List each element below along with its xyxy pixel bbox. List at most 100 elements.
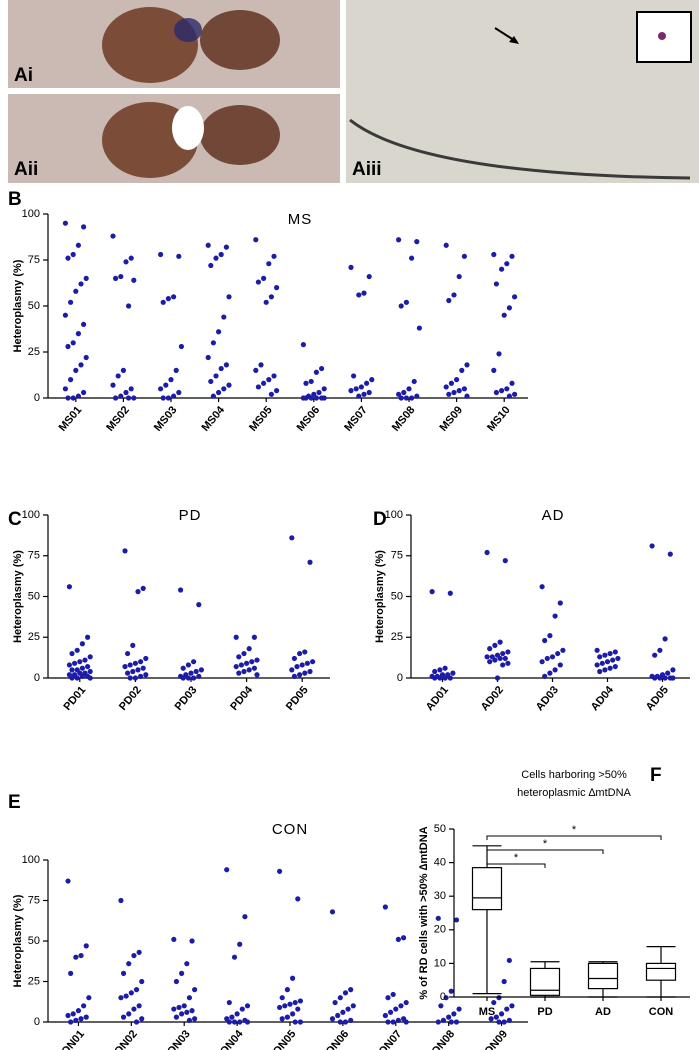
data-point: [196, 602, 202, 608]
data-point: [406, 386, 412, 392]
data-point: [401, 389, 407, 396]
data-point: [74, 647, 80, 653]
data-point: [165, 296, 171, 302]
data-point: [321, 395, 327, 401]
data-point: [65, 878, 71, 884]
panel-a-images: Ai Aii Aiii: [8, 0, 699, 183]
data-point: [192, 1016, 198, 1022]
data-point: [83, 354, 89, 361]
data-point: [492, 642, 498, 649]
data-point: [277, 868, 283, 874]
data-point: [268, 391, 274, 397]
data-point: [438, 1003, 444, 1009]
data-point: [387, 1009, 394, 1015]
x-tick-label: CON09: [477, 1028, 510, 1050]
data-point: [390, 991, 396, 998]
data-point: [505, 660, 511, 666]
data-point: [205, 242, 211, 248]
data-point: [179, 970, 185, 977]
chart-title: heteroplasmic ∆mtDNA: [517, 787, 631, 799]
data-point: [500, 650, 506, 657]
data-point: [557, 600, 563, 606]
data-point: [226, 294, 232, 300]
data-point: [253, 237, 259, 243]
y-tick-label: 25: [28, 975, 40, 987]
data-point: [208, 262, 214, 269]
data-point: [176, 1004, 182, 1011]
data-point: [502, 655, 508, 662]
data-point: [277, 1004, 283, 1011]
data-point: [70, 340, 76, 346]
data-point: [432, 668, 438, 675]
data-point: [615, 655, 621, 662]
y-tick-label: 10: [434, 957, 446, 969]
data-point: [163, 382, 169, 388]
data-point: [499, 388, 505, 394]
data-point: [369, 377, 375, 383]
data-point: [65, 343, 71, 350]
box: [645, 962, 677, 981]
data-point: [249, 659, 255, 665]
data-point: [345, 1006, 351, 1012]
data-point: [456, 388, 462, 394]
data-point: [271, 373, 277, 379]
panel-label: F: [650, 765, 662, 786]
data-point: [192, 987, 198, 993]
data-point: [179, 1011, 185, 1017]
significance-bracket: [486, 863, 546, 868]
data-point: [342, 990, 349, 996]
data-point: [299, 662, 305, 668]
y-tick-label: 75: [28, 254, 40, 266]
data-point: [487, 646, 493, 652]
data-point: [210, 393, 216, 399]
data-point: [75, 393, 81, 399]
data-point: [348, 264, 354, 270]
data-point: [504, 261, 510, 267]
data-point: [73, 288, 79, 294]
data-point: [75, 242, 81, 248]
chart-title: Cells harboring >50%: [521, 769, 627, 781]
box: [471, 867, 503, 911]
data-point: [241, 650, 247, 657]
data-point: [599, 660, 605, 666]
data-point: [120, 970, 127, 977]
data-point: [180, 675, 186, 681]
y-tick-label: 0: [34, 392, 40, 404]
data-point: [295, 896, 301, 902]
x-tick-label: AD05: [644, 684, 671, 713]
data-point: [453, 1019, 460, 1025]
data-point: [395, 1017, 401, 1023]
data-point: [132, 660, 138, 666]
x-tick-label: CON02: [107, 1028, 140, 1050]
data-point: [274, 388, 280, 394]
data-point: [87, 654, 93, 660]
x-tick-label: PD03: [173, 684, 200, 713]
data-point: [432, 675, 438, 681]
data-point: [493, 1014, 499, 1020]
data-point: [652, 675, 658, 681]
data-point: [185, 662, 191, 668]
data-point: [188, 670, 194, 676]
y-tick-label: 100: [385, 509, 403, 521]
x-tick-label: AD: [595, 1006, 611, 1018]
data-point: [173, 978, 180, 985]
data-point: [78, 952, 84, 959]
cap-edge: [349, 118, 691, 180]
data-point: [81, 1003, 87, 1009]
data-point: [494, 675, 501, 681]
data-point: [189, 938, 195, 944]
data-point: [184, 1009, 190, 1015]
data-point: [499, 266, 505, 272]
data-point: [128, 255, 134, 261]
data-point: [171, 294, 177, 300]
data-point: [337, 995, 343, 1001]
tissue: [200, 105, 280, 165]
x-tick-label: CON07: [372, 1028, 405, 1050]
data-point: [62, 386, 68, 392]
data-point: [594, 647, 600, 653]
data-point: [446, 391, 452, 397]
data-point: [81, 321, 87, 327]
data-point: [594, 662, 600, 668]
data-point: [216, 389, 222, 396]
